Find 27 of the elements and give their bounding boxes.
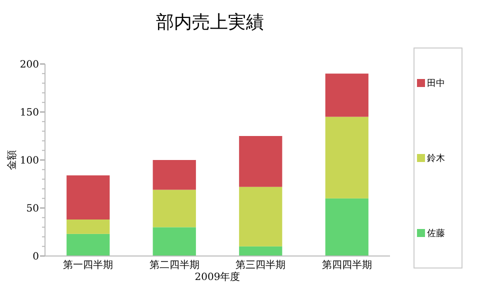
bar <box>66 175 110 220</box>
bar <box>152 160 196 190</box>
bar <box>325 198 368 256</box>
bar <box>239 246 282 256</box>
y-axis-title: 金額 <box>6 150 18 170</box>
x-tick-label: 第一四半期 <box>63 259 114 271</box>
chart-title: 部内売上実績 <box>156 12 264 33</box>
bar <box>66 234 110 256</box>
bar <box>152 227 196 256</box>
y-tick-label: 50 <box>26 204 39 214</box>
x-tick-label: 第三四半期 <box>236 259 286 271</box>
y-tick-label: 150 <box>20 108 39 118</box>
x-tick-label: 第二四半期 <box>149 259 200 271</box>
bar <box>325 74 368 117</box>
y-tick-label: 200 <box>20 60 39 70</box>
legend-label: 田中 <box>427 78 445 90</box>
bar <box>152 190 196 228</box>
legend-label: 鈴木 <box>427 153 445 164</box>
y-tick-label: 100 <box>20 156 39 166</box>
bar <box>66 220 110 234</box>
bar <box>239 186 282 246</box>
x-axis-title: 2009年度 <box>194 271 240 283</box>
y-tick-label: 0 <box>32 252 39 262</box>
bar <box>239 136 282 187</box>
bar <box>325 116 368 198</box>
x-tick-label: 第四四半期 <box>322 259 372 271</box>
legend-label: 佐藤 <box>427 228 445 240</box>
